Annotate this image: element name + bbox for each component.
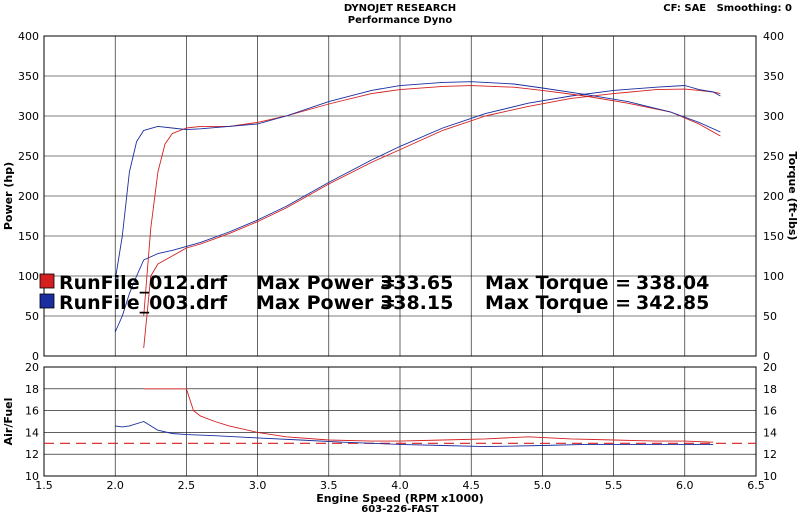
torque-tick-label: 200 (763, 190, 784, 203)
rpm-tick-label: 4.0 (391, 479, 409, 492)
legend-run-name: RunFile_003.drf (59, 292, 228, 314)
legend-swatch (39, 293, 55, 309)
power-axis-title: Power (hp) (2, 162, 15, 230)
rpm-tick-label: 1.5 (35, 479, 53, 492)
torque-tick-label: 150 (763, 230, 784, 243)
legend-power-label: Max Power = (256, 292, 396, 314)
torque-tick-label: 50 (763, 310, 777, 323)
rpm-tick-label: 5.0 (534, 479, 552, 492)
afr-line-runfile_012-drf (143, 388, 714, 443)
afr-right-tick-label: 12 (763, 448, 777, 461)
power-tick-label: 0 (32, 350, 39, 363)
footer-phone: 603-226-FAST (361, 504, 439, 515)
torque-axis-title: Torque (ft-lbs) (786, 152, 799, 241)
torque-tick-label: 350 (763, 70, 784, 83)
power-tick-label: 300 (18, 110, 39, 123)
rpm-tick-label: 3.0 (249, 479, 267, 492)
power-tick-label: 200 (18, 190, 39, 203)
rpm-axis-title: Engine Speed (RPM x1000) (316, 492, 484, 505)
rpm-tick-label: 6.5 (747, 479, 765, 492)
legend-power-label: Max Power = (256, 272, 396, 294)
legend-torque-label: Max Torque = (485, 272, 631, 294)
afr-tick-label: 18 (25, 383, 39, 396)
afr-tick-label: 12 (25, 448, 39, 461)
afr-tick-label: 16 (25, 405, 39, 418)
torque-tick-label: 250 (763, 150, 784, 163)
afr-line-runfile_003-drf (115, 421, 714, 448)
power-tick-label: 400 (18, 30, 39, 43)
power-tick-label: 100 (18, 270, 39, 283)
afr-right-tick-label: 16 (763, 405, 777, 418)
afr-tick-label: 14 (25, 426, 39, 439)
torque-tick-label: 0 (763, 350, 770, 363)
legend-max-power: 333.65 (380, 272, 453, 294)
rpm-tick-label: 2.5 (178, 479, 196, 492)
afr-axis-title: Air/Fuel (2, 398, 15, 446)
header-subtitle: Performance Dyno (347, 15, 453, 26)
rpm-tick-label: 6.0 (676, 479, 694, 492)
legend-max-power: 338.15 (380, 292, 453, 314)
power-line-runfile_012-drf (143, 88, 721, 349)
legend-max-torque: 338.04 (636, 272, 709, 294)
power-tick-label: 350 (18, 70, 39, 83)
power-tick-label: 250 (18, 150, 39, 163)
torque-tick-label: 400 (763, 30, 784, 43)
rpm-tick-label: 2.0 (106, 479, 124, 492)
rpm-tick-label: 3.5 (320, 479, 338, 492)
legend-run-name: RunFile_012.drf (59, 272, 228, 294)
torque-line-runfile_003-drf (114, 81, 721, 281)
power-tick-label: 50 (25, 310, 39, 323)
header-correction: CF: SAE Smoothing: 0 (663, 3, 792, 14)
afr-right-tick-label: 20 (763, 361, 777, 374)
legend-swatch (39, 273, 55, 289)
power-line-runfile_003-drf (114, 85, 721, 333)
legend-torque-label: Max Torque = (485, 292, 631, 314)
afr-right-tick-label: 10 (763, 470, 777, 483)
torque-tick-label: 300 (763, 110, 784, 123)
rpm-tick-label: 4.5 (462, 479, 480, 492)
afr-tick-label: 20 (25, 361, 39, 374)
header-company: DYNOJET RESEARCH (343, 3, 457, 14)
torque-tick-label: 100 (763, 270, 784, 283)
torque-line-runfile_012-drf (143, 85, 721, 317)
rpm-tick-label: 5.5 (605, 479, 623, 492)
legend-max-torque: 342.85 (636, 292, 709, 314)
afr-tick-label: 10 (25, 470, 39, 483)
afr-right-tick-label: 18 (763, 383, 777, 396)
power-tick-label: 150 (18, 230, 39, 243)
afr-right-tick-label: 14 (763, 426, 777, 439)
